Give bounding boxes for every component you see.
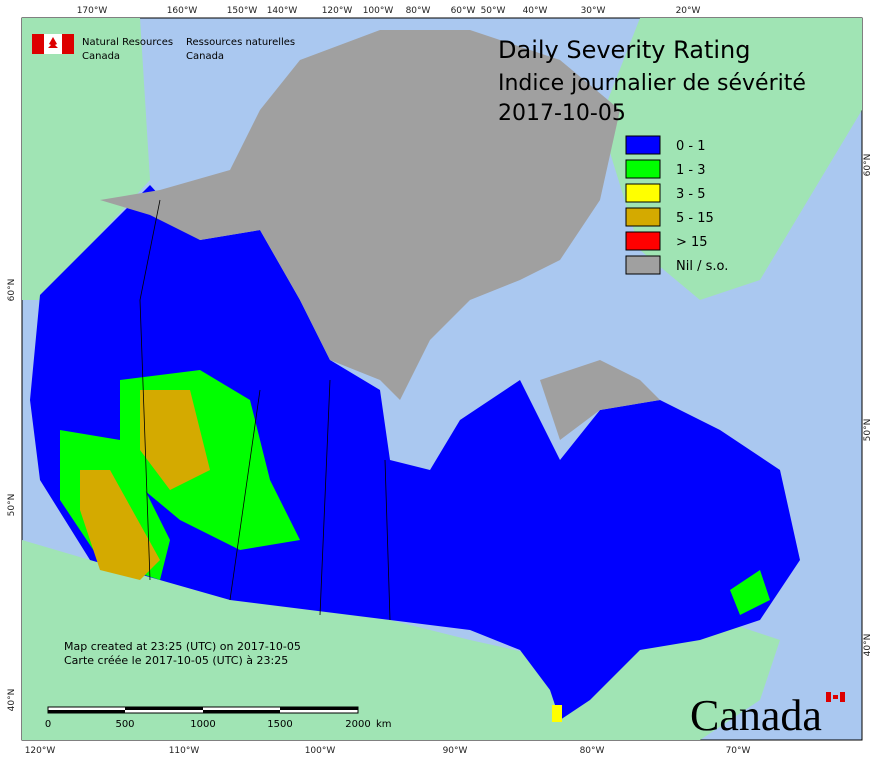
legend-label: Nil / s.o. [676,259,728,274]
lon-label: 20°W [676,6,701,16]
agency-fr: Ressources naturelles [186,37,295,48]
flag-right [62,34,74,54]
lat-label: 40°N [7,689,17,712]
legend-label: 1 - 3 [676,163,706,178]
wordmark-flag [826,692,831,702]
agency-en: Natural Resources [82,37,173,48]
legend-swatch [625,183,661,203]
lat-label: 50°N [863,419,873,442]
lon-label: 80°W [406,6,431,16]
lon-label: 120°W [322,6,353,16]
scale-seg [125,707,203,710]
lon-label: 60°W [451,6,476,16]
wordmark-flag [833,695,838,699]
maple-leaf [48,37,58,52]
lon-label: 30°W [581,6,606,16]
area-maritimes [730,570,770,615]
flag-left [32,34,44,54]
legend-label: > 15 [676,235,708,250]
wordmark: Canada [690,691,822,740]
scale-label: 500 [115,719,134,730]
lon-label: 170°W [77,6,108,16]
legend: 0 - 1 1 - 3 3 - 5 5 - 15 > 15 Nil / s.o. [625,135,728,275]
lat-label: 60°N [7,279,17,302]
scale-seg [280,707,358,710]
lon-label: 70°W [726,746,751,756]
scale-label: 2000 [345,719,370,730]
scale-seg [48,710,125,713]
lon-label: 110°W [169,746,200,756]
wordmark-flag [840,692,845,702]
lon-label: 90°W [443,746,468,756]
area-5-15-bc [80,470,160,580]
legend-label: 5 - 15 [676,211,714,226]
greenland [600,18,862,300]
agency-en: Canada [82,51,120,62]
title: Daily Severity Rating [498,36,750,64]
lat-label: 60°N [863,154,873,177]
lon-label: 40°W [523,6,548,16]
lon-label: 80°W [580,746,605,756]
arctic-islands [100,30,620,400]
labrador-north [540,360,660,440]
area-ontario [552,705,562,722]
lat-label: 50°N [7,494,17,517]
lon-label: 50°W [481,6,506,16]
boundaries [139,199,391,621]
scale-label: 1000 [190,719,215,730]
footnote: Carte créée le 2017-10-05 (UTC) à 23:25 [64,654,288,667]
lon-label: 140°W [267,6,298,16]
legend-swatch [625,159,661,179]
legend-swatch [625,231,661,251]
scale-seg [203,710,280,713]
area-5-15 [140,390,210,490]
date: 2017-10-05 [498,101,626,126]
footnote: Map created at 23:25 (UTC) on 2017-10-05 [64,640,301,653]
lat-label: 40°N [863,634,873,657]
legend-swatch [625,135,661,155]
lon-label: 100°W [305,746,336,756]
canada [30,185,800,720]
legend-label: 0 - 1 [676,139,706,154]
scale-label: 0 [45,719,51,730]
legend-swatch [625,255,661,275]
legend-swatch [625,207,661,227]
agency-fr: Canada [186,51,224,62]
scale-label: 1500 [267,719,292,730]
lon-label: 160°W [167,6,198,16]
scale-unit: km [376,719,392,730]
lon-label: 100°W [363,6,394,16]
lon-label: 120°W [25,746,56,756]
legend-label: 3 - 5 [676,187,706,202]
lon-label: 150°W [227,6,258,16]
subtitle: Indice journalier de sévérité [498,71,806,96]
alaska [22,18,150,300]
